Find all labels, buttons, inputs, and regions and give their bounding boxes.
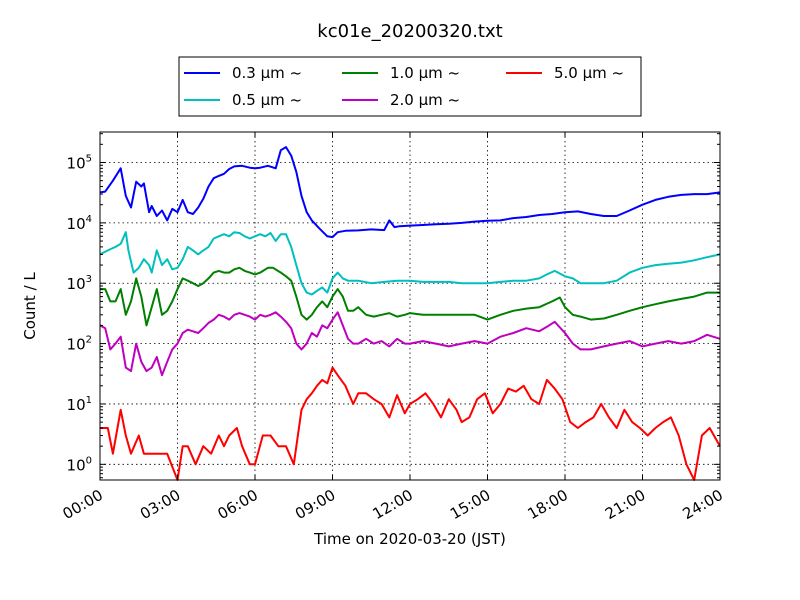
x-tick-label: 21:00 [602,486,648,523]
series-line-5-0um [100,366,721,481]
legend-label-2-0um: 2.0 µm ~ [390,91,460,109]
y-tick-label: 102 [67,335,92,354]
x-tick-label: 15:00 [447,486,493,523]
x-tick-label: 09:00 [292,486,338,523]
x-tick-label: 24:00 [680,486,726,523]
grid [100,132,720,480]
series-group [99,146,721,481]
y-axis-ticks: 100 101 102 103 104 105 [67,133,720,479]
legend-label-0-3um: 0.3 µm ~ [232,64,302,82]
series-line-2-0um [99,311,721,377]
series-line-1-0um [100,266,720,327]
legend-label-0-5um: 0.5 µm ~ [232,91,302,109]
series-line-0-5um [99,231,721,296]
x-tick-label: 12:00 [370,486,416,523]
y-tick-label: 103 [67,274,92,293]
plot-frame [99,131,721,481]
legend: 0.3 µm ~ 0.5 µm ~ 1.0 µm ~ 2.0 µm ~ 5.0 µm ~ [178,56,642,117]
legend-label-1-0um: 1.0 µm ~ [390,64,460,82]
x-tick-label: 03:00 [137,486,183,523]
y-tick-label: 100 [67,455,92,474]
chart-title: kc01e_20200320.txt [317,21,502,42]
x-tick-label: 00:00 [60,486,106,523]
y-tick-label: 101 [67,395,92,414]
y-tick-label: 105 [67,153,92,172]
legend-label-5-0um: 5.0 µm ~ [554,64,624,82]
x-tick-label: 06:00 [215,486,261,523]
legend-box [178,56,642,117]
x-tick-label: 18:00 [525,486,571,523]
series-line-0-3um [99,146,721,239]
y-axis-label: Count / L [21,272,39,340]
y-tick-label: 104 [67,214,92,233]
x-axis-label: Time on 2020-03-20 (JST) [313,530,506,548]
